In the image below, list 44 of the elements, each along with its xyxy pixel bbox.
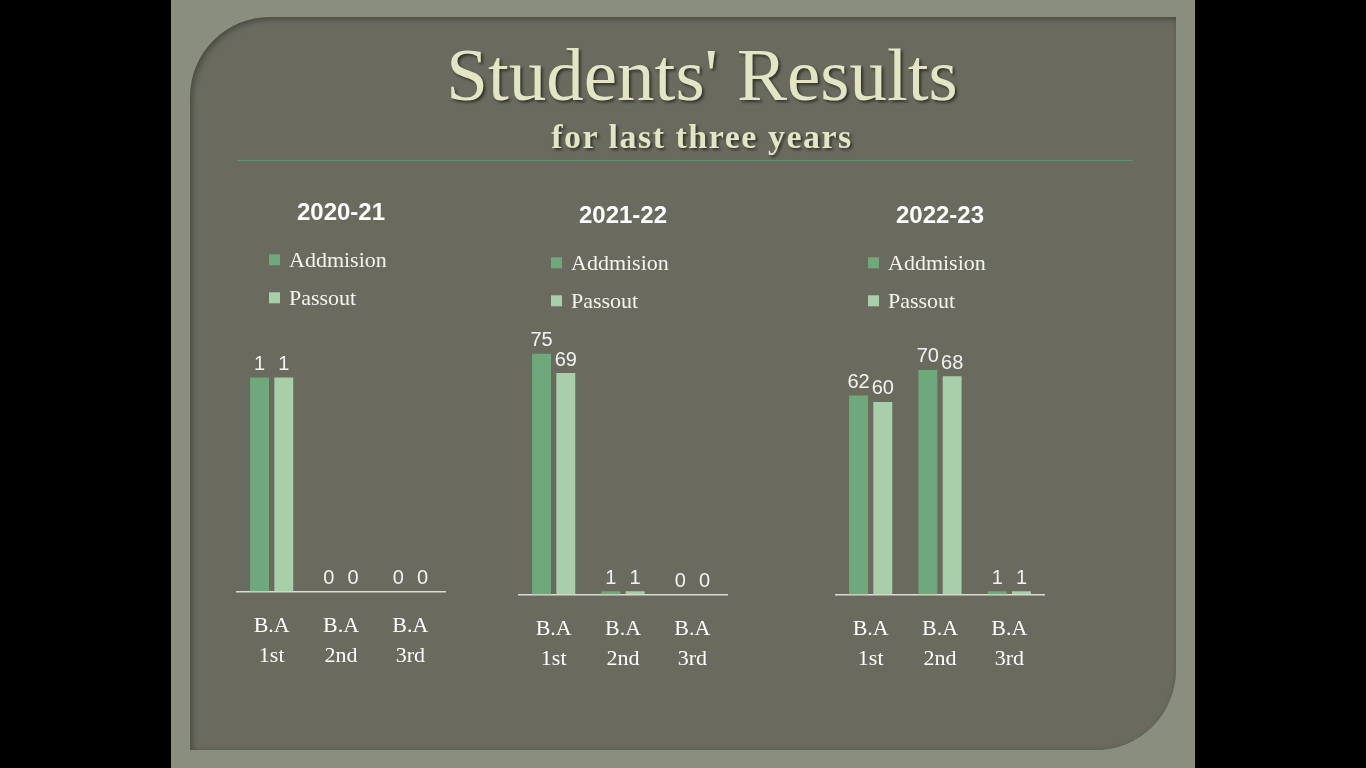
x-tick-label: B.A 3rd	[674, 614, 711, 671]
bar	[987, 591, 1007, 595]
bar	[1012, 591, 1031, 595]
x-tick-label: B.A 1st	[852, 614, 889, 671]
data-label: 1	[1015, 565, 1028, 588]
legend-label: Passout	[289, 284, 357, 310]
data-label: 1	[629, 565, 641, 588]
x-tick-label: B.A 1st	[535, 614, 572, 671]
data-label: 1	[253, 352, 266, 375]
chart-title: 2022-23	[895, 201, 985, 229]
data-label: 0	[674, 568, 686, 591]
data-label: 0	[323, 565, 335, 588]
data-label: 0	[698, 568, 711, 591]
data-label: 0	[347, 565, 359, 588]
legend-label: Addmision	[888, 249, 986, 275]
data-label: 0	[416, 565, 429, 588]
data-label: 1	[991, 565, 1003, 588]
bar	[873, 401, 893, 595]
data-label: 1	[278, 352, 290, 375]
x-tick-label: B.A 2nd	[322, 611, 360, 668]
bar	[942, 376, 962, 595]
legend-label: Passout	[571, 287, 639, 313]
data-label: 0	[392, 565, 404, 588]
x-tick-label: B.A 1st	[253, 611, 290, 668]
data-label: 69	[554, 347, 577, 370]
data-label: 68	[941, 350, 964, 373]
chart-title: 2021-22	[578, 201, 668, 229]
text: Students' Results	[445, 33, 959, 116]
bar	[918, 369, 938, 595]
text: for last three years	[550, 118, 854, 155]
x-tick-label: B.A 2nd	[604, 614, 642, 671]
x-tick-label: B.A 3rd	[991, 614, 1028, 671]
data-label: 1	[605, 565, 617, 588]
data-label: 62	[847, 370, 870, 393]
data-label: 75	[530, 328, 553, 351]
legend-label: Passout	[888, 287, 956, 313]
legend-label: Addmision	[571, 249, 669, 275]
legend-label: Addmision	[289, 246, 387, 272]
bar	[849, 395, 868, 595]
x-tick-label: B.A 2nd	[921, 614, 959, 671]
x-tick-label: B.A 3rd	[392, 611, 429, 668]
data-label: 70	[916, 344, 939, 367]
chart-title: 2020-21	[296, 198, 386, 226]
data-label: 60	[871, 376, 894, 399]
